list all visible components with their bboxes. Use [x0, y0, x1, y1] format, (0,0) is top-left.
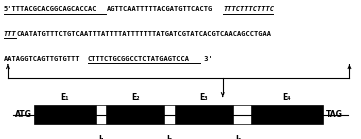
Bar	[34, 105, 96, 124]
Text: TAG: TAG	[326, 110, 343, 119]
Bar	[106, 105, 164, 124]
Text: I₁: I₁	[98, 135, 104, 139]
Bar	[164, 105, 175, 124]
Bar	[251, 105, 323, 124]
Bar	[175, 105, 233, 124]
Text: I₃: I₃	[235, 135, 242, 139]
Text: TTT: TTT	[4, 31, 16, 37]
Text: 5'TTTACGCACGGCAGCACCAC: 5'TTTACGCACGGCAGCACCAC	[4, 6, 97, 12]
Text: AATAGGTCAGTTGTGTTT: AATAGGTCAGTTGTGTTT	[4, 56, 80, 62]
Bar	[233, 105, 251, 124]
Text: AGTTCAATTTTTACGATGTTCACTG: AGTTCAATTTTTACGATGTTCACTG	[106, 6, 213, 12]
Text: E₄: E₄	[283, 93, 291, 102]
Text: E₁: E₁	[61, 93, 69, 102]
Text: 3': 3'	[200, 56, 213, 62]
Text: E₃: E₃	[200, 93, 208, 102]
Bar	[96, 105, 106, 124]
Text: CTTTCTGCGGCCTCTATGAGTCCA: CTTTCTGCGGCCTCTATGAGTCCA	[88, 56, 190, 62]
Text: E₂: E₂	[131, 93, 140, 102]
Text: ATG: ATG	[15, 110, 32, 119]
Text: TTTCTTTCTTTC: TTTCTTTCTTTC	[223, 6, 274, 12]
Text: CAATATGTTTCTGTCAATTTATTTTATTTTTTTATGATCGTATCACGTCAACAGCCTGAA: CAATATGTTTCTGTCAATTTATTTTATTTTTTTATGATCG…	[16, 31, 271, 37]
Text: I₂: I₂	[166, 135, 173, 139]
